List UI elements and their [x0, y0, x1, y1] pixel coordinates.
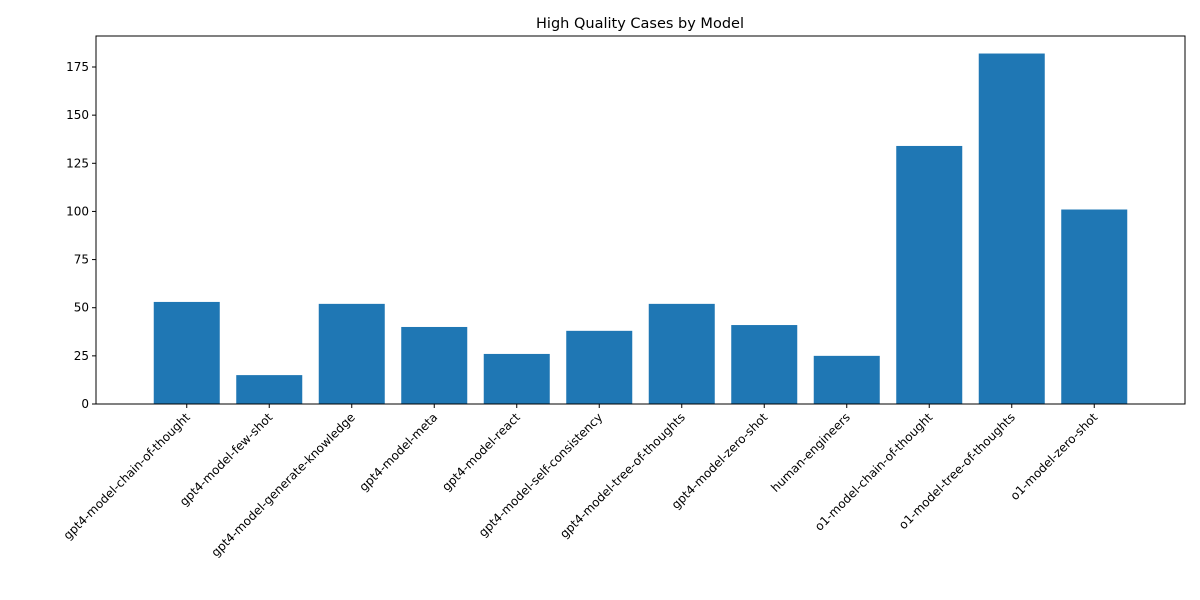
- bar-gpt4-model-meta: [401, 326, 468, 404]
- x-tick-label-o1-model-zero-shot: o1-model-zero-shot: [1008, 410, 1101, 503]
- plot-frame: [95, 35, 1186, 405]
- x-tick-label-gpt4-model-chain-of-thought: gpt4-model-chain-of-thought: [61, 410, 193, 542]
- bar-o1-model-chain-of-thought: [896, 145, 963, 404]
- x-tick-label-gpt4-model-meta: gpt4-model-meta: [356, 410, 440, 494]
- y-axis: 0 25 50 75 100 125 150 175: [66, 60, 96, 411]
- y-tick-label: 175: [66, 60, 89, 74]
- y-tick-label: 0: [81, 397, 89, 411]
- x-tick-label-gpt4-model-generate-knowledge: gpt4-model-generate-knowledge: [208, 410, 357, 559]
- bar-gpt4-model-generate-knowledge: [318, 303, 385, 404]
- bar-gpt4-model-react: [483, 353, 550, 404]
- chart-title: High Quality Cases by Model: [536, 16, 744, 32]
- y-tick-label: 50: [74, 301, 89, 315]
- bar-o1-model-tree-of-thoughts: [978, 53, 1045, 405]
- bar-gpt4-model-chain-of-thought: [153, 301, 220, 404]
- x-axis: gpt4-model-chain-of-thoughtgpt4-model-fe…: [61, 404, 1101, 560]
- x-tick-label-gpt4-model-few-shot: gpt4-model-few-shot: [177, 410, 276, 509]
- y-tick-label: 125: [66, 156, 89, 170]
- y-tick-label: 100: [66, 204, 89, 218]
- y-tick-label: 25: [74, 349, 89, 363]
- bar-gpt4-model-self-consistency: [566, 330, 633, 404]
- x-tick-label-gpt4-model-zero-shot: gpt4-model-zero-shot: [669, 410, 771, 512]
- bar-gpt4-model-few-shot: [236, 375, 303, 404]
- x-tick-label-gpt4-model-react: gpt4-model-react: [439, 410, 523, 494]
- x-tick-label-human-engineers: human-engineers: [768, 410, 853, 495]
- y-tick-label: 150: [66, 108, 89, 122]
- bars-layer: [153, 53, 1128, 405]
- bar-human-engineers: [813, 355, 880, 404]
- bar-gpt4-model-zero-shot: [731, 325, 798, 404]
- bar-o1-model-zero-shot: [1061, 209, 1128, 404]
- bar-gpt4-model-tree-of-thoughts: [648, 303, 715, 404]
- y-tick-label: 75: [74, 253, 89, 267]
